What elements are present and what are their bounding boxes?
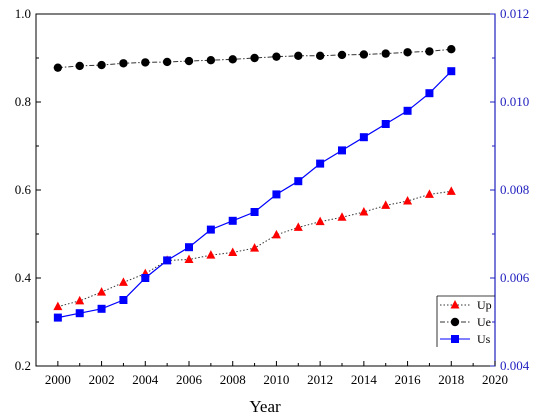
data-point-ue xyxy=(381,49,390,58)
data-point-up xyxy=(337,212,347,221)
data-point-up xyxy=(271,229,281,239)
data-point-ue xyxy=(53,63,63,72)
data-point-us xyxy=(359,133,368,142)
y-left-tick-label: 0.4 xyxy=(15,270,32,285)
data-point-us xyxy=(53,313,62,322)
y-right-tick-label: 0.012 xyxy=(500,6,529,21)
data-point-ue xyxy=(425,47,434,56)
data-point-up xyxy=(446,186,456,195)
data-point-ue xyxy=(272,52,281,61)
data-point-ue xyxy=(119,59,128,68)
data-point-ue xyxy=(315,51,325,60)
x-tick-label: 2004 xyxy=(132,372,159,387)
y-right-tick-label: 0.006 xyxy=(500,270,530,285)
data-point-up xyxy=(75,295,85,305)
x-tick-label: 2008 xyxy=(220,372,246,387)
data-point-up xyxy=(53,301,63,311)
data-point-up xyxy=(118,277,128,286)
data-point-us xyxy=(163,256,172,265)
data-point-ue xyxy=(141,58,150,67)
data-point-ue xyxy=(447,45,456,54)
data-point-us xyxy=(250,208,259,216)
data-point-ue xyxy=(403,48,412,57)
data-point-up xyxy=(424,189,434,198)
data-point-ue xyxy=(184,56,194,66)
series-ue xyxy=(53,45,456,72)
data-point-us xyxy=(338,146,346,155)
data-point-up xyxy=(250,243,260,252)
legend-label: Us xyxy=(477,332,491,346)
data-point-us xyxy=(75,309,84,318)
x-tick-label: 2000 xyxy=(45,372,71,387)
data-point-us xyxy=(228,216,237,225)
y-left-tick-label: 0.2 xyxy=(15,358,31,373)
data-point-us xyxy=(141,274,150,282)
series-up xyxy=(53,186,456,311)
data-point-ue xyxy=(337,50,347,60)
data-point-ue xyxy=(75,61,84,71)
y-left-tick-label: 1.0 xyxy=(15,6,31,21)
data-point-us xyxy=(403,106,412,115)
y-left-tick-label: 0.6 xyxy=(15,182,32,197)
y-right-tick-label: 0.010 xyxy=(500,94,529,109)
data-point-up xyxy=(184,254,194,264)
data-point-ue xyxy=(250,53,259,63)
data-point-us xyxy=(316,159,325,168)
legend: Up Ue Us xyxy=(436,295,495,347)
legend-marker-us xyxy=(451,335,459,343)
data-point-up xyxy=(403,196,413,205)
x-tick-label: 2002 xyxy=(89,372,115,387)
x-axis-title: Year xyxy=(249,397,281,416)
data-point-us xyxy=(425,89,434,98)
legend-marker-up xyxy=(450,300,460,309)
data-point-up xyxy=(228,247,238,256)
x-tick-label: 2012 xyxy=(307,372,333,387)
data-point-ue xyxy=(359,50,369,59)
legend-item-up: Up xyxy=(440,298,492,312)
data-point-ue xyxy=(206,56,216,65)
x-tick-label: 2018 xyxy=(438,372,464,387)
data-point-ue xyxy=(162,57,172,67)
data-point-us xyxy=(206,225,215,234)
legend-label: Ue xyxy=(477,315,491,329)
data-point-up xyxy=(293,222,303,231)
y-right-tick-label: 0.008 xyxy=(500,182,529,197)
data-point-us xyxy=(381,120,390,128)
x-tick-label: 2014 xyxy=(351,372,378,387)
x-tick-label: 2006 xyxy=(176,372,203,387)
x-tick-label: 2010 xyxy=(263,372,289,387)
data-point-us xyxy=(185,243,193,252)
data-point-up xyxy=(206,250,216,259)
data-point-us xyxy=(447,67,456,76)
data-point-us xyxy=(119,296,128,304)
data-point-us xyxy=(272,190,281,199)
legend-item-ue: Ue xyxy=(440,315,491,329)
legend-label: Up xyxy=(477,298,492,312)
legend-marker-ue xyxy=(450,317,460,327)
data-point-ue xyxy=(228,55,237,64)
data-point-up xyxy=(359,207,369,216)
y-right-tick-label: 0.004 xyxy=(500,358,530,373)
data-point-ue xyxy=(97,60,106,70)
plot-area xyxy=(35,13,496,367)
axes: 2000 2002 2004 2006 2008 2010 2012 2014 2016 2018… xyxy=(15,6,530,387)
legend-item-us: Us xyxy=(440,332,491,346)
data-point-up xyxy=(381,200,391,209)
data-point-ue xyxy=(294,51,303,60)
data-point-up xyxy=(315,216,325,226)
series-layer xyxy=(53,45,456,322)
data-point-us xyxy=(97,304,106,313)
data-point-us xyxy=(294,177,303,186)
x-tick-label: 2020 xyxy=(482,372,508,387)
x-tick-label: 2016 xyxy=(395,372,422,387)
series-us xyxy=(53,67,456,322)
data-point-up xyxy=(97,287,107,296)
y-left-tick-label: 0.8 xyxy=(15,94,31,109)
